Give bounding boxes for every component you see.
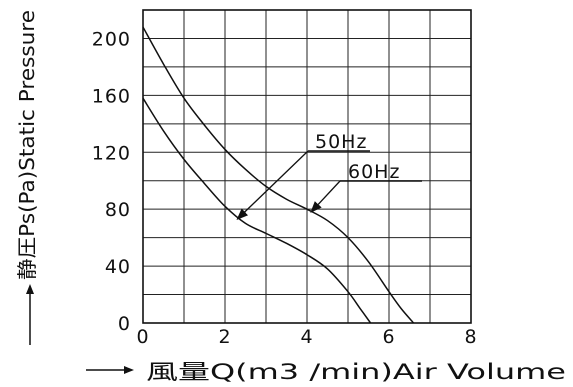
grid [142,9,472,324]
series-line-60Hz [142,26,415,324]
y-axis-title-group: 静圧Ps(Pa)Static Pressure [15,10,39,345]
callout-leader-arrow [236,150,309,220]
x-axis-arrow-icon [124,366,134,374]
y-tick-label: 200 [92,28,131,50]
y-tick-labels: 0 40 80 120 160 200 [92,28,131,335]
plot-border [142,9,472,324]
callout-label-50Hz: 50Hz [315,131,367,153]
x-tick-label: 2 [218,326,231,348]
x-axis-title: 風量Q(m3 /min)Air Volume [146,360,566,384]
plot-frame [142,9,472,324]
callout-label-60Hz: 60Hz [348,161,400,183]
x-tick-label: 4 [300,326,313,348]
callouts: 50Hz 60Hz [236,131,422,220]
series-line-50Hz [142,97,372,324]
y-tick-label: 0 [118,313,131,335]
y-tick-label: 160 [92,85,131,107]
x-tick-label: 8 [464,326,477,348]
y-axis-arrow-icon [26,284,34,294]
y-axis-title: 静圧Ps(Pa)Static Pressure [15,10,39,280]
y-tick-label: 80 [105,199,131,221]
x-axis-title-group: 風量Q(m3 /min)Air Volume [86,360,566,384]
y-tick-label: 120 [92,142,131,164]
x-tick-label: 6 [382,326,395,348]
x-tick-labels: 0 2 4 6 8 [136,326,477,348]
curves [142,26,415,324]
callout-leader-arrow [310,180,341,213]
x-tick-label: 0 [136,326,149,348]
y-tick-label: 40 [105,256,131,278]
